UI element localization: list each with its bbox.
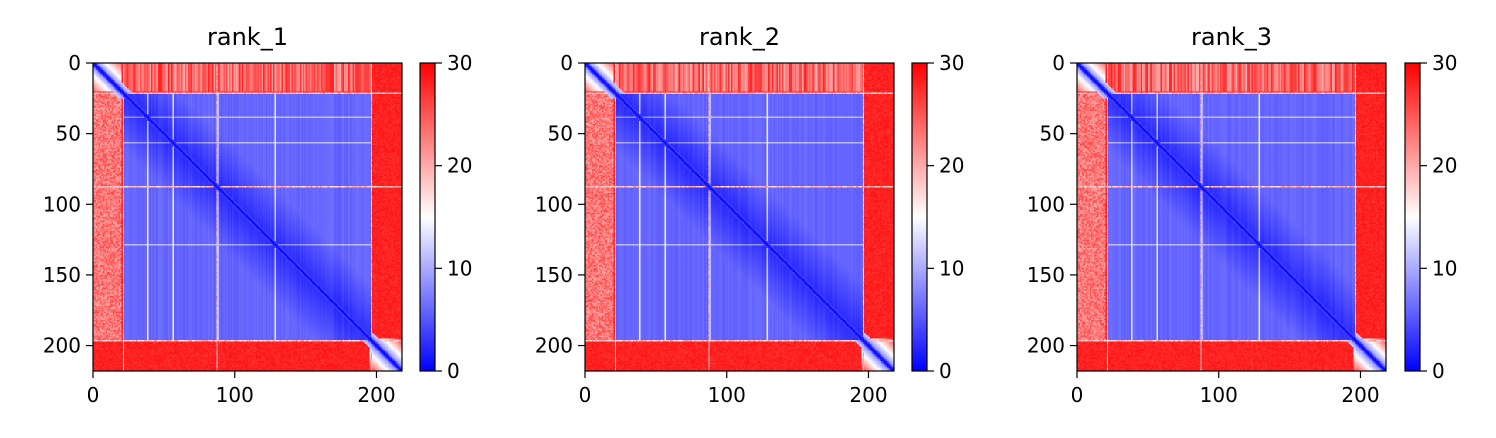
colorbar-tick-label: 10 — [447, 256, 472, 280]
colorbar — [1404, 62, 1421, 372]
y-tick-label: 150 — [43, 263, 81, 287]
y-tick-label: 200 — [535, 334, 573, 358]
colorbar-tick-label: 20 — [939, 154, 964, 178]
x-tick-label: 200 — [849, 383, 887, 407]
axes-frame — [92, 62, 403, 372]
heatmap-panel-3: rank_3 0 100 200 0 50 100 150 200 0 10 20 30 — [1027, 23, 1458, 407]
y-tick-label: 50 — [1040, 122, 1065, 146]
y-tick-label: 150 — [1027, 263, 1065, 287]
colorbar-tick-label: 20 — [447, 154, 472, 178]
heatmap-panel-1: rank_1 0 100 200 0 50 100 150 200 0 10 20 30 — [43, 23, 473, 407]
chart-title: rank_2 — [699, 23, 780, 51]
y-tick-label: 50 — [548, 122, 573, 146]
y-tick-label: 0 — [1052, 51, 1065, 75]
y-tick-label: 100 — [535, 192, 573, 216]
chart-title: rank_1 — [207, 23, 288, 51]
colorbar-tick-label: 10 — [1432, 256, 1457, 280]
x-tick-label: 0 — [87, 383, 100, 407]
y-tick-label: 100 — [43, 192, 81, 216]
x-tick-label: 100 — [1200, 383, 1238, 407]
y-tick-label: 50 — [56, 122, 81, 146]
axes-frame — [1076, 62, 1387, 372]
colorbar-tick-label: 30 — [1432, 51, 1457, 75]
heatmap-image — [93, 63, 402, 371]
heatmap-panel-2: rank_2 0 100 200 0 50 100 150 200 0 10 20 30 — [535, 23, 965, 407]
x-tick-label: 0 — [1071, 383, 1084, 407]
colorbar-tick-label: 0 — [939, 359, 952, 383]
x-tick-label: 200 — [1341, 383, 1379, 407]
y-tick-label: 150 — [535, 263, 573, 287]
x-tick-label: 200 — [357, 383, 395, 407]
y-tick-label: 100 — [1027, 192, 1065, 216]
y-tick-label: 200 — [43, 334, 81, 358]
x-tick-label: 100 — [216, 383, 254, 407]
chart-title: rank_3 — [1191, 23, 1272, 51]
colorbar-tick-label: 30 — [447, 51, 472, 75]
heatmap-image — [1077, 63, 1386, 371]
x-tick-label: 100 — [708, 383, 746, 407]
colorbar-tick-label: 10 — [939, 256, 964, 280]
heatmap-image — [585, 63, 894, 371]
y-tick-label: 0 — [560, 51, 573, 75]
y-tick-label: 0 — [68, 51, 81, 75]
y-tick-label: 200 — [1027, 334, 1065, 358]
colorbar-tick-label: 20 — [1432, 154, 1457, 178]
colorbar-tick-label: 0 — [1432, 359, 1445, 383]
colorbar-tick-label: 0 — [447, 359, 460, 383]
colorbar — [419, 62, 436, 372]
axes-frame — [584, 62, 895, 372]
x-tick-label: 0 — [579, 383, 592, 407]
colorbar — [911, 62, 928, 372]
colorbar-tick-label: 30 — [939, 51, 964, 75]
